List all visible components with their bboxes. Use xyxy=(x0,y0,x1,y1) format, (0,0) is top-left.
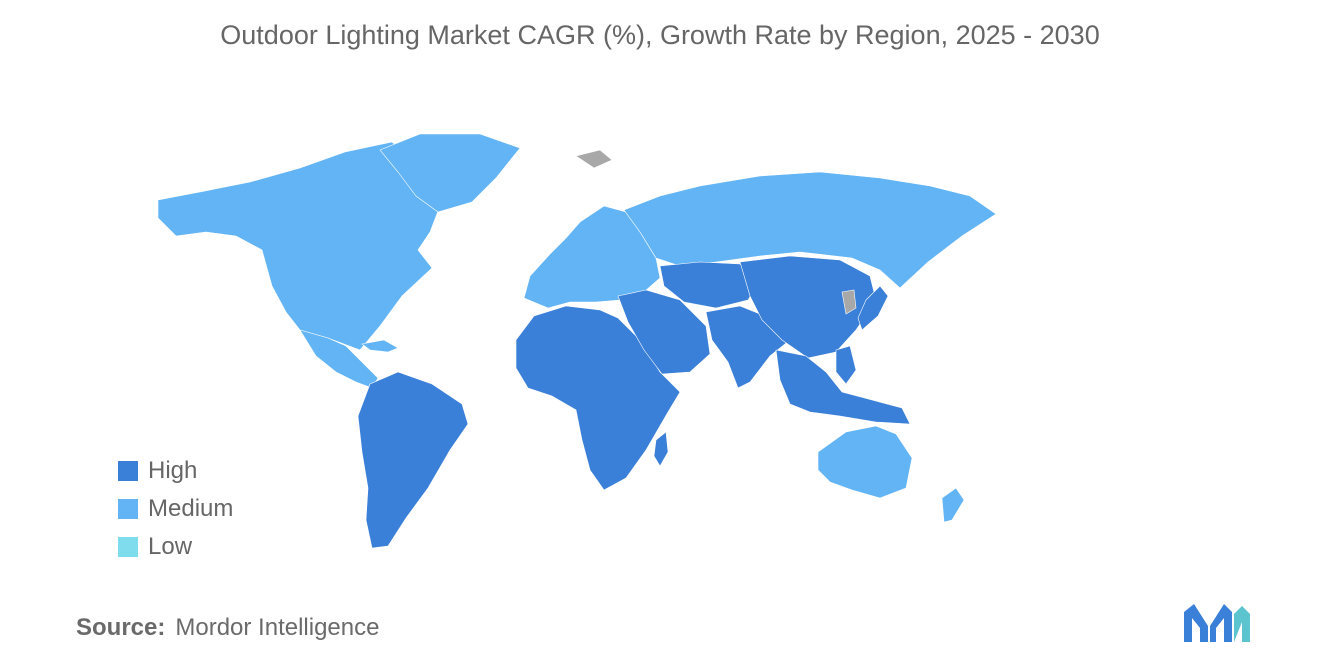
logo-svg xyxy=(1184,604,1250,642)
region-caribbean xyxy=(361,339,399,353)
region-north-america xyxy=(157,141,441,351)
legend-item-high: High xyxy=(118,452,233,490)
region-japan xyxy=(857,285,889,331)
region-southeast-asia xyxy=(775,349,911,425)
chart-title: Outdoor Lighting Market CAGR (%), Growth… xyxy=(220,20,1100,50)
region-china-mongolia xyxy=(739,255,877,359)
region-central-asia xyxy=(659,261,761,309)
region-philippines xyxy=(835,345,857,385)
legend-item-low: Low xyxy=(118,528,233,566)
legend-swatch-low xyxy=(118,537,138,557)
legend: High Medium Low xyxy=(118,452,233,566)
region-korea xyxy=(841,289,857,315)
region-greenland xyxy=(379,133,521,213)
legend-label-high: High xyxy=(148,457,198,484)
region-svalbard xyxy=(575,149,613,169)
region-africa xyxy=(515,305,681,491)
region-madagascar xyxy=(653,431,669,467)
region-new-zealand xyxy=(941,487,965,523)
mordor-intelligence-logo-icon xyxy=(1184,604,1250,642)
legend-swatch-medium xyxy=(118,499,138,519)
region-middle-east xyxy=(617,289,711,375)
region-australia xyxy=(817,425,913,499)
legend-item-medium: Medium xyxy=(118,490,233,528)
region-south-america xyxy=(357,371,469,549)
legend-swatch-high xyxy=(118,461,138,481)
legend-label-low: Low xyxy=(148,533,193,560)
source-value: Mordor Intelligence xyxy=(175,614,380,641)
legend-label-medium: Medium xyxy=(148,495,234,522)
source-label: Source: xyxy=(76,614,166,641)
source-line: Source: Mordor Intelligence xyxy=(76,614,379,642)
